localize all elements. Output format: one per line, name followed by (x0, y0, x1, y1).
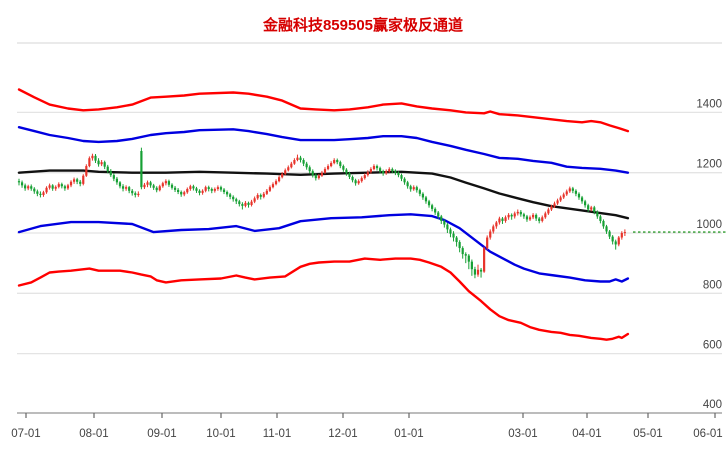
x-tick-label: 05-01 (633, 428, 662, 440)
x-axis: 07-01 08-01 09-01 10-01 11-01 12-01 01-01 03-01… (11, 412, 723, 440)
x-tick-label: 04-01 (572, 428, 601, 440)
y-tick-label: 1200 (696, 159, 722, 171)
middle-line (17, 169, 630, 220)
y-tick-label: 600 (703, 340, 722, 352)
grid-lines (17, 42, 722, 414)
chart-title: 金融科技859505赢家极反通道 (262, 17, 464, 34)
x-tick-label: 07-01 (11, 428, 40, 440)
y-tick-label: 1400 (696, 98, 722, 110)
x-tick-label: 11-01 (263, 428, 292, 440)
x-tick-label: 08-01 (79, 428, 108, 440)
y-tick-label: 800 (703, 279, 722, 291)
x-tick-label: 06-01 (693, 428, 722, 440)
x-tick-label: 09-01 (147, 428, 176, 440)
upper-mid-line (17, 126, 630, 174)
lower-mid-line (17, 213, 630, 283)
x-tick-label: 03-01 (508, 428, 537, 440)
y-axis-labels: 1400 1200 1000 800 600 400 (696, 98, 722, 411)
y-tick-label: 400 (703, 399, 722, 411)
x-tick-label: 01-01 (394, 428, 423, 440)
y-tick-label: 1000 (696, 219, 722, 231)
upper-rail-line (17, 88, 630, 133)
lower-rail-line (17, 257, 630, 341)
x-tick-label: 12-01 (328, 428, 357, 440)
x-tick-label: 10-01 (206, 428, 235, 440)
candlestick-series (17, 147, 626, 279)
